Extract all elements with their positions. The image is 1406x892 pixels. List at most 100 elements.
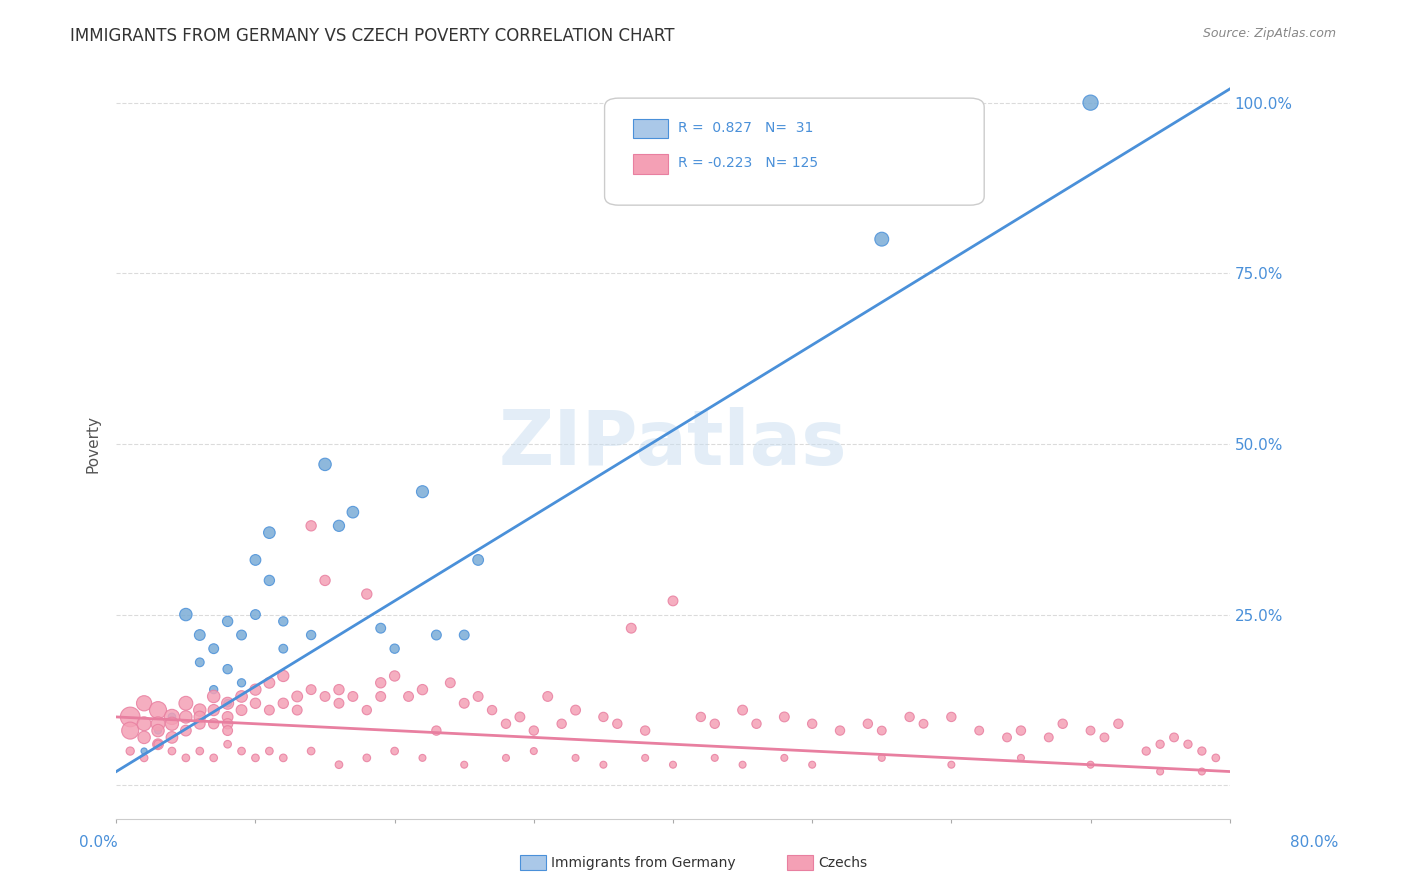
Point xyxy=(1191,744,1213,758)
Point xyxy=(1205,751,1227,765)
Point xyxy=(1052,716,1074,731)
Point xyxy=(425,628,447,642)
Point xyxy=(745,716,768,731)
Point xyxy=(188,656,211,670)
Point xyxy=(731,703,754,717)
Point xyxy=(314,574,336,588)
Point xyxy=(773,751,796,765)
Point xyxy=(1149,737,1171,751)
Point xyxy=(592,757,614,772)
Point xyxy=(217,696,239,710)
Point xyxy=(299,682,322,697)
Point xyxy=(384,641,406,656)
Point xyxy=(1080,723,1102,738)
Point xyxy=(120,710,142,724)
Point xyxy=(202,703,225,717)
Point xyxy=(370,675,392,690)
Point xyxy=(271,641,294,656)
Point xyxy=(856,716,879,731)
Point xyxy=(1163,731,1185,745)
Point xyxy=(941,710,963,724)
Point xyxy=(174,723,197,738)
Point xyxy=(202,641,225,656)
Point xyxy=(356,703,378,717)
Point xyxy=(662,594,685,608)
Point xyxy=(146,737,169,751)
Point xyxy=(703,716,725,731)
Point xyxy=(870,232,893,246)
Point xyxy=(592,710,614,724)
Point xyxy=(271,751,294,765)
Point xyxy=(870,723,893,738)
Point xyxy=(259,574,281,588)
Point xyxy=(370,621,392,635)
Point xyxy=(132,716,155,731)
Point xyxy=(132,744,155,758)
Point xyxy=(703,751,725,765)
Point xyxy=(245,696,267,710)
Point xyxy=(523,723,546,738)
Point xyxy=(537,690,560,704)
Point xyxy=(328,757,350,772)
Point xyxy=(606,716,628,731)
Point xyxy=(120,744,142,758)
Point xyxy=(495,751,517,765)
Point xyxy=(202,716,225,731)
Point xyxy=(941,757,963,772)
Point xyxy=(217,723,239,738)
Point xyxy=(217,696,239,710)
Text: Immigrants from Germany: Immigrants from Germany xyxy=(551,855,735,870)
Point xyxy=(217,662,239,676)
Point xyxy=(328,696,350,710)
Point xyxy=(495,716,517,731)
Point xyxy=(202,751,225,765)
Point xyxy=(634,723,657,738)
Point xyxy=(259,744,281,758)
Point xyxy=(299,628,322,642)
Point xyxy=(342,690,364,704)
Point xyxy=(160,710,183,724)
Point xyxy=(1080,757,1102,772)
Point xyxy=(120,723,142,738)
Point xyxy=(160,716,183,731)
Text: 80.0%: 80.0% xyxy=(1291,836,1339,850)
Point xyxy=(523,744,546,758)
Point xyxy=(174,751,197,765)
Point xyxy=(1080,95,1102,110)
Point xyxy=(1094,731,1116,745)
Point xyxy=(188,710,211,724)
Point xyxy=(245,553,267,567)
Point xyxy=(299,744,322,758)
Point xyxy=(453,628,475,642)
Text: IMMIGRANTS FROM GERMANY VS CZECH POVERTY CORRELATION CHART: IMMIGRANTS FROM GERMANY VS CZECH POVERTY… xyxy=(70,27,675,45)
Point xyxy=(231,690,253,704)
Text: 0.0%: 0.0% xyxy=(79,836,118,850)
Point xyxy=(285,703,308,717)
Point xyxy=(160,731,183,745)
Point xyxy=(132,731,155,745)
Point xyxy=(328,682,350,697)
Point xyxy=(801,757,824,772)
Point xyxy=(188,744,211,758)
Point xyxy=(1135,744,1157,758)
Point xyxy=(160,744,183,758)
Point xyxy=(217,737,239,751)
Point xyxy=(439,675,461,690)
Point xyxy=(132,696,155,710)
Point xyxy=(773,710,796,724)
Point xyxy=(731,757,754,772)
Point xyxy=(411,751,433,765)
Point xyxy=(271,696,294,710)
Point xyxy=(1010,723,1032,738)
Point xyxy=(174,710,197,724)
Point xyxy=(870,751,893,765)
Point xyxy=(453,696,475,710)
Point xyxy=(217,615,239,629)
Point xyxy=(828,723,851,738)
Point xyxy=(188,703,211,717)
Point xyxy=(689,710,711,724)
Point xyxy=(995,731,1018,745)
Point xyxy=(188,716,211,731)
Point xyxy=(314,458,336,472)
Point xyxy=(411,682,433,697)
